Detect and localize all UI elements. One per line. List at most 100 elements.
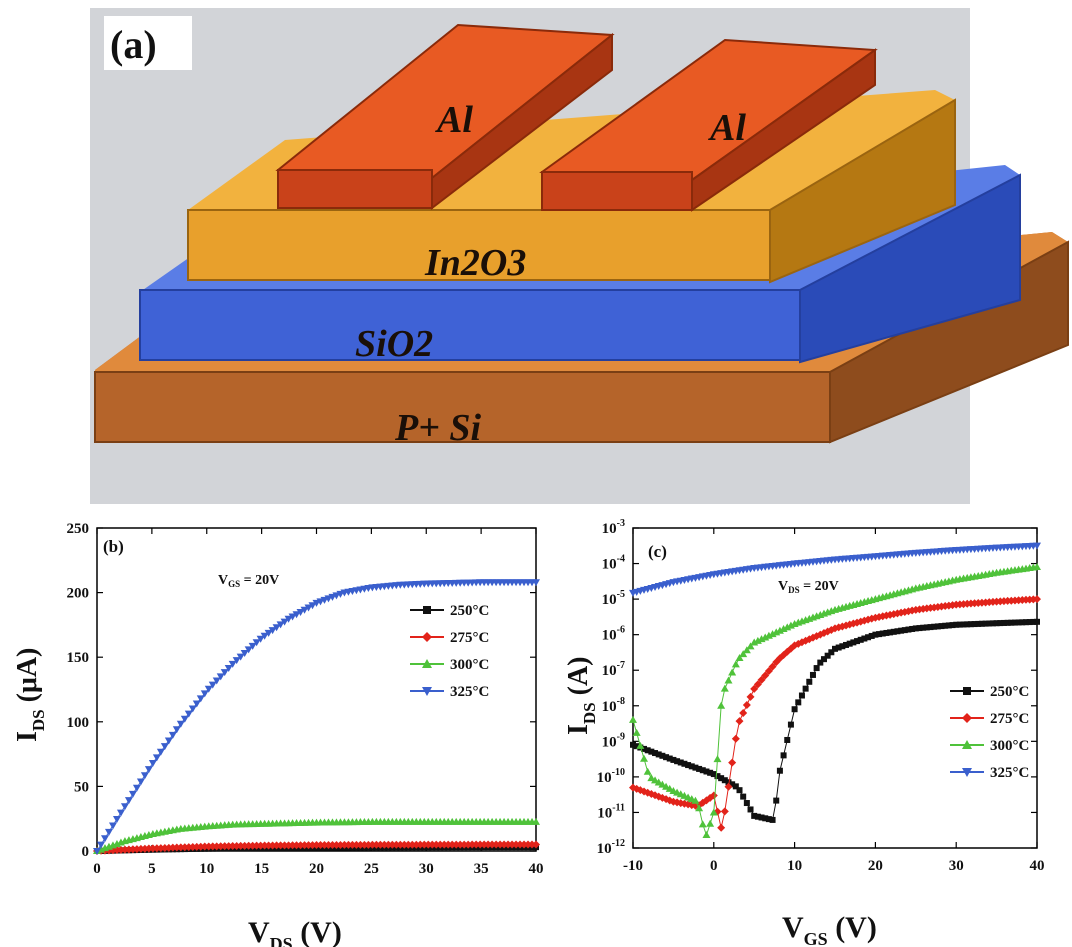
data-point xyxy=(666,755,673,762)
x-axis-label-c: VGS (V) xyxy=(782,911,877,947)
data-point xyxy=(850,639,857,646)
data-point xyxy=(949,622,956,629)
legend-label: 250°C xyxy=(450,603,489,619)
x-tick-label: 0 xyxy=(710,858,718,874)
data-point xyxy=(960,621,967,628)
data-point xyxy=(648,748,655,755)
data-point xyxy=(956,621,963,628)
data-point xyxy=(923,624,930,631)
data-point xyxy=(232,657,241,665)
data-point xyxy=(164,737,173,745)
x-axis-label-b: VDS (V) xyxy=(248,916,342,947)
data-point xyxy=(695,804,704,812)
x-tick-label: 25 xyxy=(364,861,379,877)
data-point xyxy=(997,620,1004,627)
x-tick-label: 15 xyxy=(254,861,269,877)
y-tick-label: 250 xyxy=(67,521,90,537)
data-point xyxy=(1019,619,1026,626)
electrode-right xyxy=(539,38,878,212)
data-point xyxy=(304,604,313,612)
legend-marker xyxy=(422,632,432,642)
data-point xyxy=(938,623,945,630)
data-point xyxy=(696,765,703,772)
data-point xyxy=(728,668,737,676)
data-point xyxy=(532,840,540,849)
data-point xyxy=(901,627,908,634)
data-point xyxy=(260,632,269,640)
legend-marker xyxy=(422,659,432,668)
panel-c-annotation: VDS = 20V xyxy=(778,579,839,595)
data-point xyxy=(156,748,165,756)
legend-label: 300°C xyxy=(990,738,1029,754)
data-point xyxy=(717,823,726,832)
data-point xyxy=(791,706,798,713)
data-point xyxy=(709,808,718,816)
electrode-label-left: Al xyxy=(435,99,473,141)
data-point xyxy=(691,796,700,804)
data-point xyxy=(703,768,710,775)
x-tick-label: 5 xyxy=(148,861,156,877)
data-point xyxy=(292,611,301,619)
data-point xyxy=(681,760,688,767)
data-point xyxy=(732,783,739,790)
data-point xyxy=(758,814,765,821)
data-point xyxy=(1033,595,1041,604)
series-300C xyxy=(93,817,540,854)
y-tick-label: 10-7 xyxy=(602,660,625,679)
data-point xyxy=(820,656,827,663)
data-point xyxy=(931,623,938,630)
data-point xyxy=(272,624,281,632)
data-point xyxy=(736,787,743,794)
data-point xyxy=(762,815,769,822)
series-325C xyxy=(629,542,1041,597)
data-point xyxy=(798,692,805,699)
data-point xyxy=(633,743,640,750)
data-point xyxy=(659,752,666,759)
data-point xyxy=(1015,619,1022,626)
data-series-b xyxy=(93,579,540,855)
data-point xyxy=(144,766,153,774)
data-point xyxy=(140,772,149,780)
legend-entry: 250°C xyxy=(950,684,1029,700)
y-tick-label: 50 xyxy=(74,779,89,795)
legend-entry: 325°C xyxy=(410,684,489,700)
panel-b-annotation: VGS = 20V xyxy=(218,573,279,589)
x-tick-label: 40 xyxy=(1030,858,1045,874)
data-point xyxy=(1026,619,1033,626)
data-point xyxy=(710,771,717,778)
data-point xyxy=(108,822,117,830)
output-characteristics-chart: 0 5 10 15 20 25 30 35 40 0 50 100 150 200 250 250°C 275… xyxy=(12,521,544,947)
data-point xyxy=(846,640,853,647)
data-point xyxy=(739,709,748,718)
data-point xyxy=(731,660,740,668)
y-tick-label: 10-8 xyxy=(602,696,625,715)
device-schematic-panel: (a) Al Al In2O3 SiO2 P+ Si xyxy=(90,8,1069,504)
series-325C xyxy=(93,579,540,855)
data-point xyxy=(835,644,842,651)
transfer-characteristics-chart: -10 0 10 20 30 40 10-12 10-11 10-10 10-9 10-8 10-7 1… xyxy=(563,518,1045,947)
data-point xyxy=(754,813,761,820)
data-point xyxy=(296,608,305,616)
x-tick-label: 10 xyxy=(787,858,802,874)
data-point xyxy=(224,665,233,673)
data-point xyxy=(180,715,189,723)
data-point xyxy=(746,692,755,701)
data-point xyxy=(912,625,919,632)
data-point xyxy=(188,705,197,713)
data-point xyxy=(916,625,923,632)
data-point xyxy=(688,763,695,770)
legend-entry: 325°C xyxy=(950,765,1029,781)
data-point xyxy=(644,747,651,754)
y-tick-label: 10-9 xyxy=(602,731,625,750)
x-tick-label: 20 xyxy=(309,861,324,877)
data-point xyxy=(280,618,289,626)
x-tick-label: 10 xyxy=(199,861,214,877)
data-point xyxy=(905,626,912,633)
data-point xyxy=(702,831,711,839)
data-point xyxy=(742,646,751,654)
data-point xyxy=(120,803,129,811)
panel-a-tag-box xyxy=(104,16,192,70)
data-point xyxy=(872,631,879,638)
data-point xyxy=(750,684,759,693)
